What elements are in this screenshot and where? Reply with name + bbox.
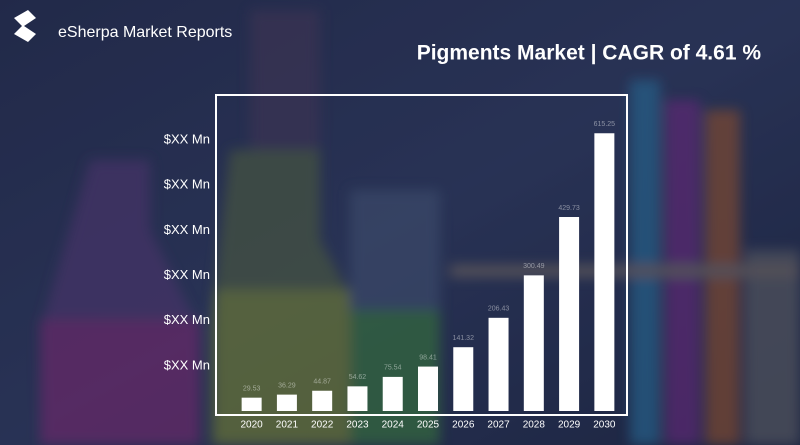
data-label: 36.29: [278, 382, 296, 389]
x-tick-label: 2022: [311, 420, 334, 431]
data-label: 615.25: [594, 121, 616, 128]
data-label: 98.41: [419, 354, 437, 361]
y-tick-label: $XX Mn: [164, 222, 210, 237]
chart-title: Pigments Market | CAGR of 4.61 %: [417, 42, 762, 65]
logo-icon: [14, 10, 36, 42]
x-tick-label: 2028: [523, 420, 546, 431]
x-tick-label: 2029: [558, 420, 581, 431]
x-tick-label: 2023: [346, 420, 369, 431]
bar: [347, 386, 368, 411]
brand-name: eSherpa Market Reports: [58, 24, 232, 41]
bar: [488, 317, 509, 411]
plot-frame: [215, 94, 628, 416]
bar: [241, 397, 262, 411]
y-tick-label: $XX Mn: [164, 357, 210, 372]
x-tick-label: 2020: [241, 420, 264, 431]
bar: [453, 347, 474, 411]
bar: [382, 376, 403, 411]
x-tick-label: 2030: [593, 420, 616, 431]
bar: [276, 394, 297, 411]
data-label: 141.32: [453, 335, 475, 342]
y-tick-label: $XX Mn: [164, 132, 210, 147]
data-label: 44.87: [313, 379, 331, 386]
x-tick-label: 2021: [276, 420, 299, 431]
data-label: 206.43: [488, 306, 510, 313]
x-tick-label: 2024: [382, 420, 405, 431]
x-tick-label: 2026: [452, 420, 475, 431]
x-tick-label: 2027: [487, 420, 510, 431]
bar: [418, 366, 438, 411]
data-label: 300.49: [523, 263, 545, 270]
data-label: 75.54: [384, 365, 402, 372]
bar: [559, 217, 580, 411]
bar: [523, 275, 544, 411]
logo: [14, 10, 36, 42]
bar: [594, 133, 615, 411]
x-tick-label: 2025: [417, 420, 440, 431]
data-label: 54.62: [349, 374, 367, 381]
data-label: 429.73: [558, 205, 580, 212]
data-label: 29.53: [243, 386, 261, 393]
y-tick-label: $XX Mn: [164, 312, 210, 327]
bar: [312, 390, 333, 411]
y-tick-label: $XX Mn: [164, 177, 210, 192]
y-tick-label: $XX Mn: [164, 267, 210, 282]
